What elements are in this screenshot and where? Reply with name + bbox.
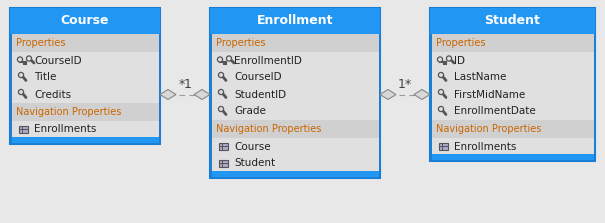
Polygon shape — [194, 89, 210, 99]
Circle shape — [19, 89, 24, 95]
Text: Properties: Properties — [16, 38, 65, 48]
Circle shape — [220, 74, 222, 76]
Bar — [212, 52, 379, 69]
Bar — [212, 155, 379, 172]
Text: 1: 1 — [398, 78, 406, 91]
Circle shape — [226, 56, 232, 61]
Bar — [431, 86, 594, 103]
Circle shape — [218, 57, 223, 62]
Text: Properties: Properties — [216, 38, 266, 48]
Bar — [11, 34, 159, 52]
Text: Course: Course — [60, 14, 110, 27]
Text: Student: Student — [234, 159, 275, 169]
Text: FirstMidName: FirstMidName — [454, 89, 525, 99]
Circle shape — [218, 72, 223, 78]
Bar — [10, 8, 160, 34]
Bar — [11, 52, 159, 69]
Bar — [219, 159, 228, 167]
Text: Credits: Credits — [34, 89, 71, 99]
Circle shape — [440, 108, 442, 110]
Circle shape — [28, 57, 30, 60]
Circle shape — [448, 57, 450, 60]
Bar — [439, 142, 448, 149]
Text: Navigation Properties: Navigation Properties — [216, 124, 321, 134]
Text: Properties: Properties — [436, 38, 485, 48]
Bar — [10, 8, 160, 144]
Circle shape — [439, 89, 443, 95]
Text: Enrollments: Enrollments — [454, 142, 517, 151]
Text: CourseID: CourseID — [34, 56, 82, 66]
Bar — [431, 34, 594, 52]
Text: ID: ID — [454, 56, 465, 66]
Text: Student: Student — [485, 14, 540, 27]
Circle shape — [440, 91, 442, 93]
Bar — [210, 8, 380, 178]
Circle shape — [219, 58, 221, 61]
Text: CourseID: CourseID — [234, 72, 281, 83]
Bar — [212, 138, 379, 155]
Circle shape — [20, 91, 22, 93]
Polygon shape — [414, 89, 430, 99]
Bar — [11, 69, 159, 86]
Text: Enrollment: Enrollment — [257, 14, 333, 27]
Bar — [431, 69, 594, 86]
Text: Grade: Grade — [234, 107, 266, 116]
Circle shape — [218, 107, 223, 112]
Text: 1: 1 — [184, 78, 192, 91]
Text: Navigation Properties: Navigation Properties — [436, 124, 541, 134]
Bar — [430, 8, 595, 161]
Text: EnrollmentDate: EnrollmentDate — [454, 107, 536, 116]
Circle shape — [437, 57, 442, 62]
Circle shape — [19, 58, 21, 61]
Bar — [212, 69, 379, 86]
Bar — [431, 52, 594, 69]
Circle shape — [439, 107, 443, 112]
Bar — [11, 121, 159, 138]
Circle shape — [220, 91, 222, 93]
Circle shape — [446, 56, 451, 61]
Bar — [11, 86, 159, 103]
Bar — [210, 8, 380, 34]
Text: Enrollments: Enrollments — [34, 124, 96, 134]
Bar — [431, 153, 594, 159]
Bar — [212, 171, 379, 176]
Polygon shape — [160, 89, 176, 99]
Bar — [19, 126, 28, 132]
Circle shape — [18, 57, 22, 62]
Bar — [212, 34, 379, 52]
Circle shape — [439, 58, 441, 61]
Circle shape — [440, 74, 442, 76]
Circle shape — [218, 89, 223, 95]
Text: *: * — [179, 78, 185, 91]
Circle shape — [27, 56, 31, 61]
Bar — [430, 8, 595, 34]
Circle shape — [228, 57, 230, 60]
Bar — [11, 136, 159, 142]
Text: Navigation Properties: Navigation Properties — [16, 107, 122, 117]
Text: *: * — [405, 78, 411, 91]
Polygon shape — [380, 89, 396, 99]
Bar — [212, 86, 379, 103]
Circle shape — [19, 72, 24, 78]
Bar — [431, 138, 594, 155]
Text: LastName: LastName — [454, 72, 506, 83]
Bar — [212, 120, 379, 138]
Bar — [219, 142, 228, 149]
Text: Title: Title — [34, 72, 56, 83]
Bar — [212, 103, 379, 120]
Bar — [431, 103, 594, 120]
Circle shape — [20, 74, 22, 76]
Bar — [11, 103, 159, 121]
Circle shape — [220, 108, 222, 110]
Text: Course: Course — [234, 142, 270, 151]
Circle shape — [439, 72, 443, 78]
Text: EnrollmentID: EnrollmentID — [234, 56, 302, 66]
Text: StudentID: StudentID — [234, 89, 286, 99]
Bar — [431, 120, 594, 138]
